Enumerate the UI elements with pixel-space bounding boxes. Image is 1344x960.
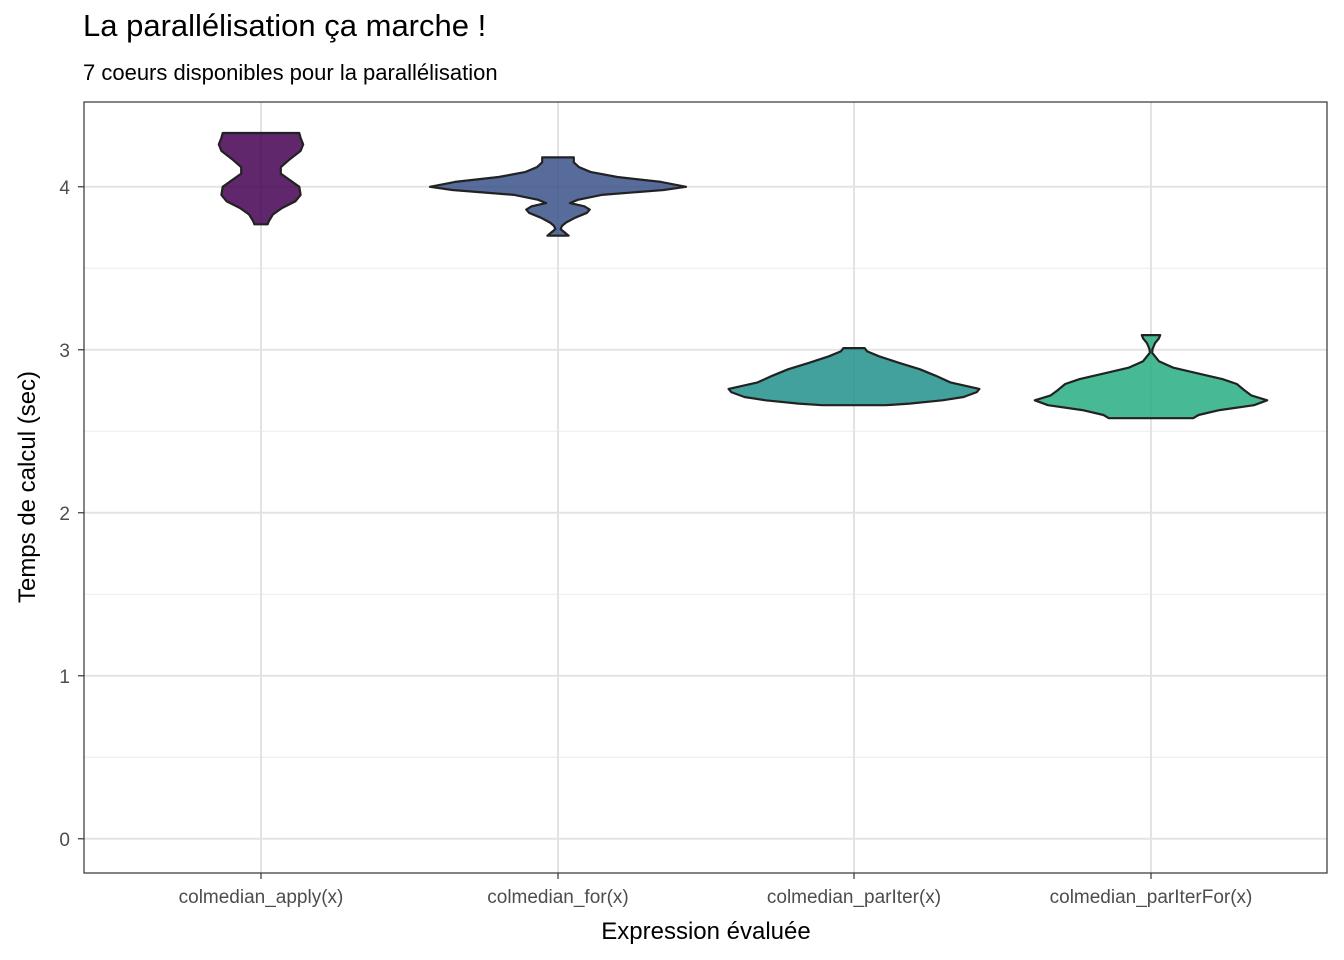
violin-4 [1033, 334, 1269, 420]
violin-1 [217, 131, 305, 226]
violin-2 [428, 156, 688, 237]
y-tick-label: 2 [59, 504, 70, 525]
x-axis-title: Expression évaluée [601, 918, 810, 945]
axes: 0 1 2 3 4 colmedian_apply(x) colmedian_for(x) c… [59, 178, 1252, 908]
x-tick-label: colmedian_parIter(x) [767, 887, 941, 908]
violins [217, 131, 1269, 420]
y-tick-label: 0 [59, 830, 70, 851]
x-tick-label: colmedian_apply(x) [179, 887, 344, 908]
y-axis-title: Temps de calcul (sec) [14, 371, 41, 603]
x-tick-label: colmedian_parIterFor(x) [1050, 887, 1253, 908]
chart-subtitle: 7 coeurs disponibles pour la parallélisa… [83, 60, 498, 85]
y-tick-label: 1 [59, 667, 70, 688]
y-tick-label: 3 [59, 341, 70, 362]
y-tick-label: 4 [59, 178, 70, 199]
chart-title: La parallélisation ça marche ! [83, 8, 487, 43]
violin-3 [727, 347, 981, 407]
panel-border [83, 101, 1328, 874]
grid [84, 102, 1327, 873]
x-tick-label: colmedian_for(x) [487, 887, 629, 908]
